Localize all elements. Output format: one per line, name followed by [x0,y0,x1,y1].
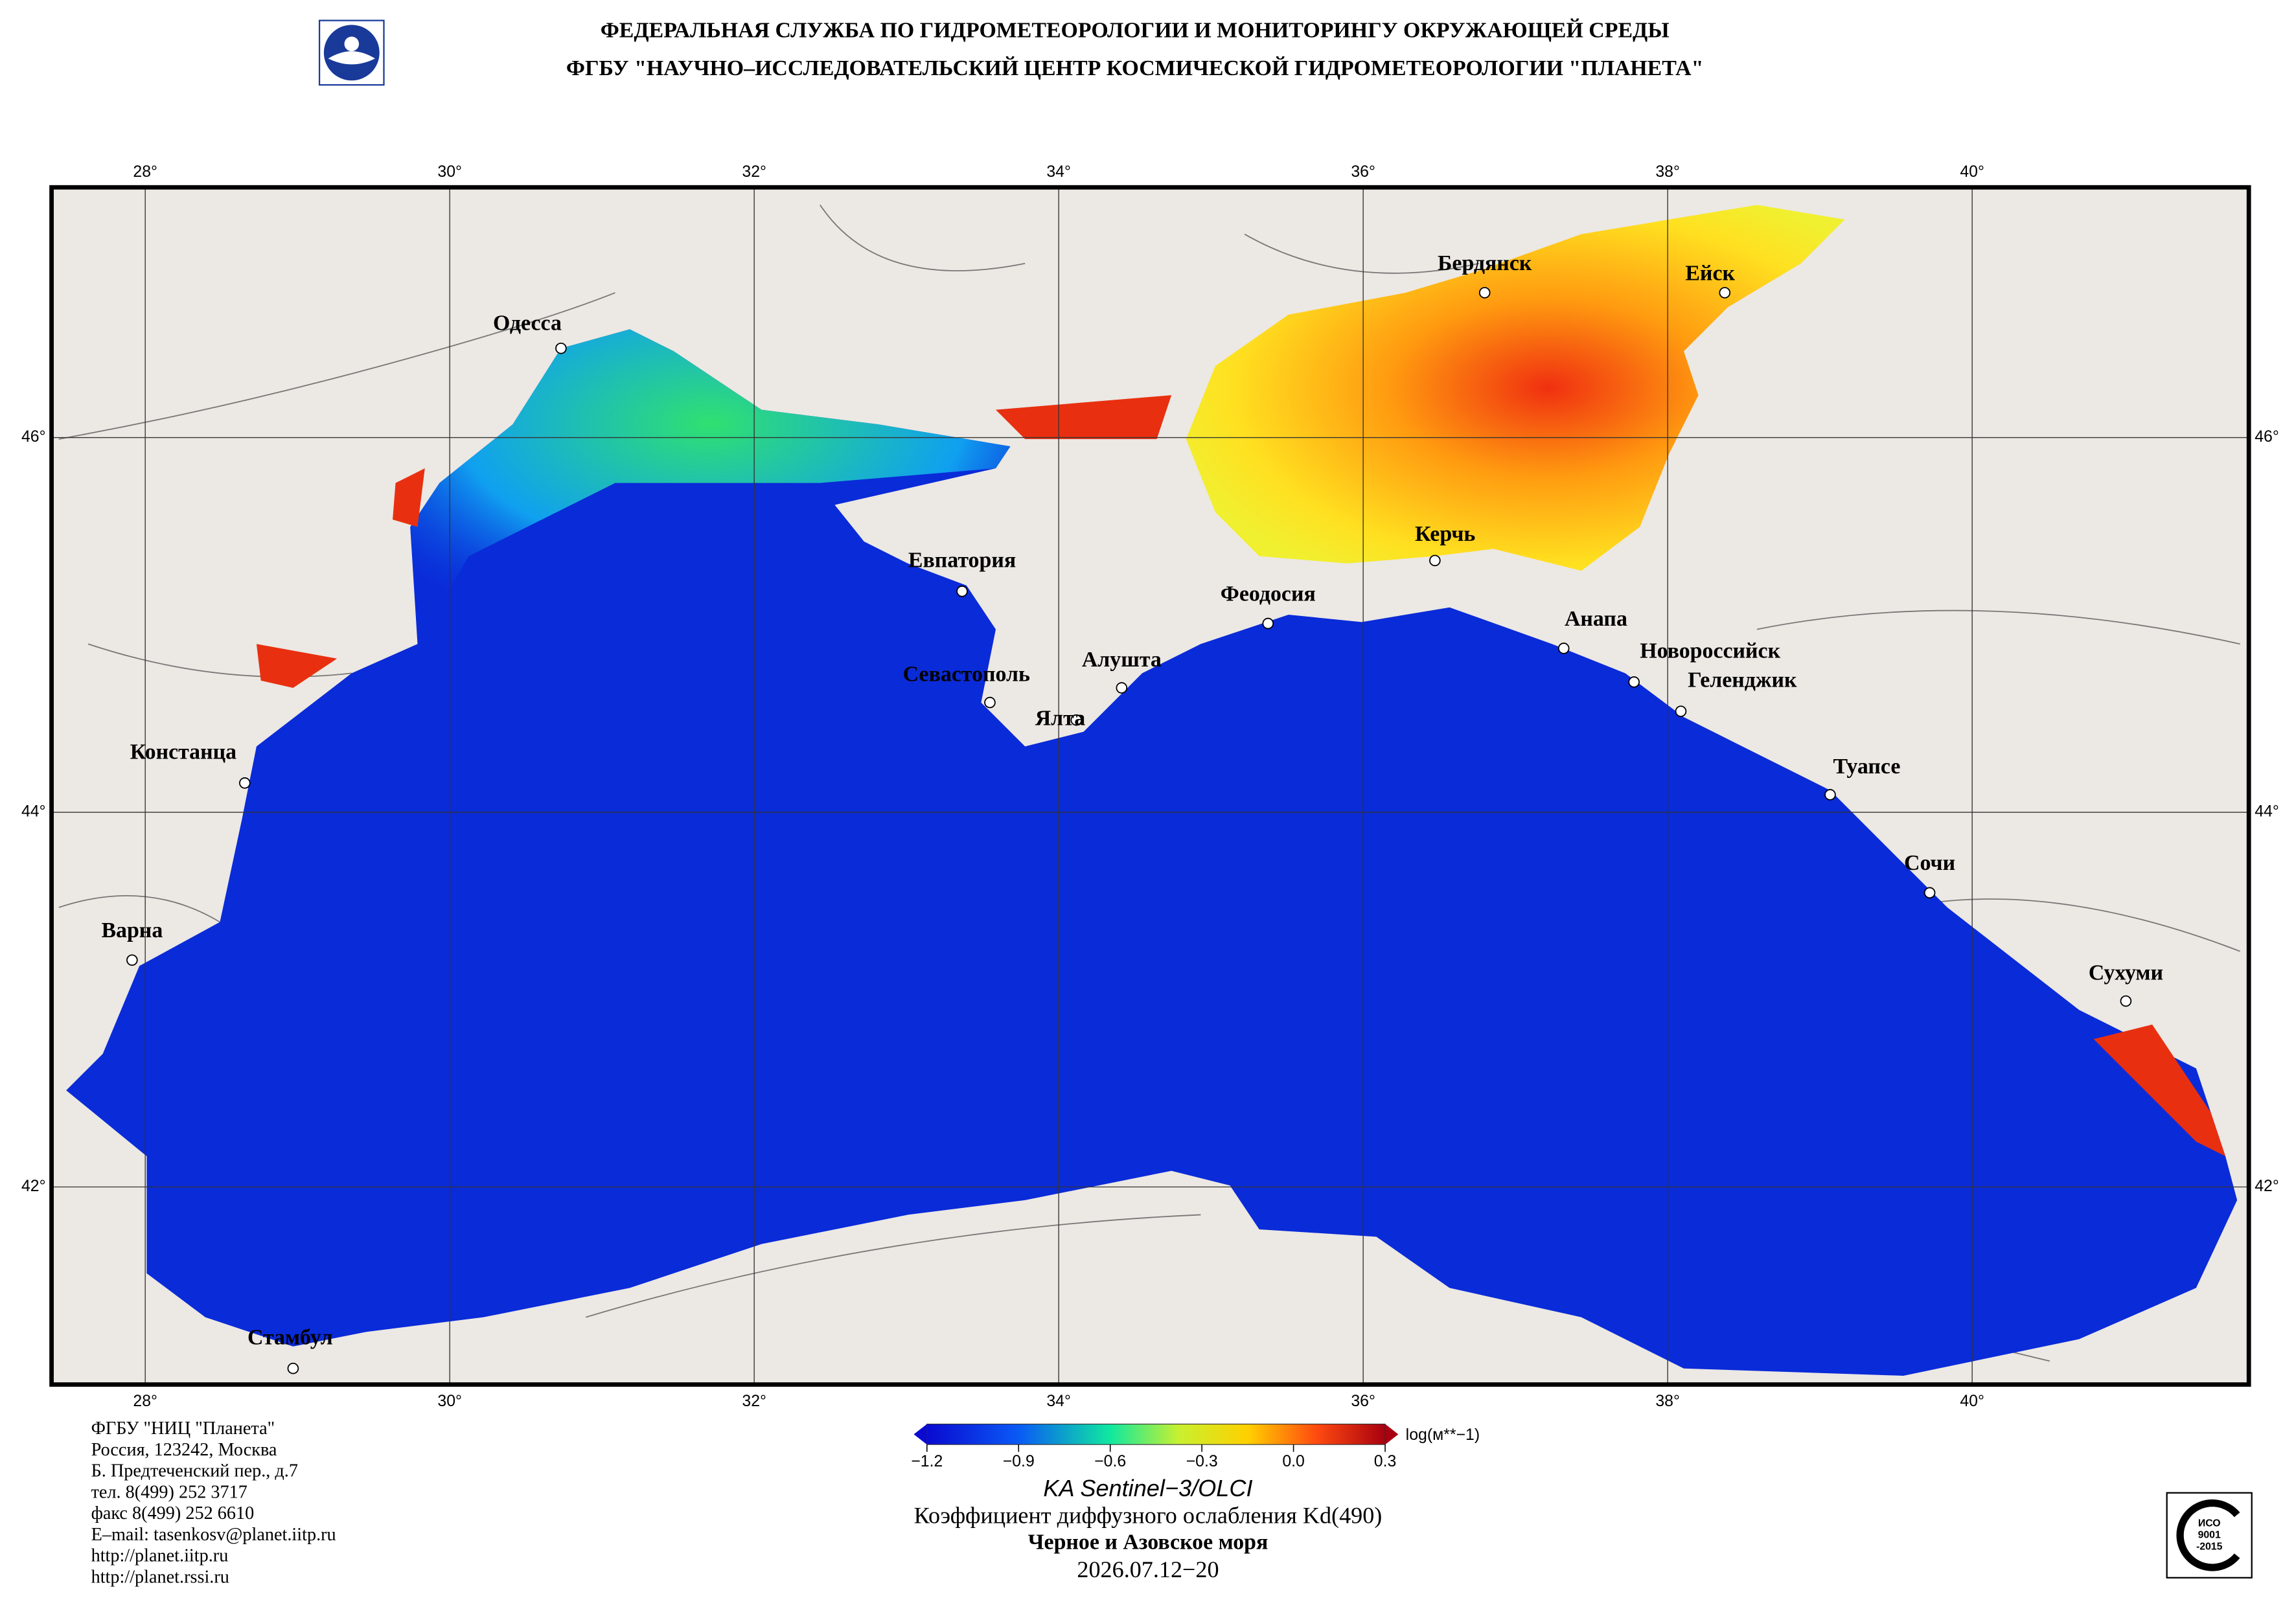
city-dot [1478,287,1491,299]
city-label: Севастополь [903,663,1030,687]
city-dot [1628,676,1640,688]
map-frame [49,185,2251,1387]
address: ФГБУ "НИЦ "Планета"Россия, 123242, Москв… [91,1419,336,1587]
map-area: Одесса Бердянск Ейск Евпатория Керчь Феодосия… [51,187,2249,1385]
city-label: Феодосия [1221,582,1316,606]
address-line: http://planet.rssi.ru [91,1567,229,1587]
lon-label: 30° [437,1393,462,1410]
iso-badge: ИСО 9001 -2015 [2166,1492,2253,1579]
lat-label: 42° [2255,1178,2279,1195]
black-sea [66,329,2238,1376]
header-line: ФГБУ "НАУЧНО–ИССЛЕДОВАТЕЛЬСКИЙ ЦЕНТР КОС… [566,56,1704,80]
lon-label: 38° [1655,1393,1680,1410]
lon-label: 36° [1351,1393,1375,1410]
city-label: Евпатория [908,548,1016,572]
iso-text: -2015 [2196,1542,2223,1553]
address-line: Россия, 123242, Москва [91,1440,277,1460]
city-dot [1824,789,1836,801]
colorbar-tick-label: −1.2 [911,1453,943,1470]
shelf-water [410,329,1011,644]
city-label: Сухуми [2089,961,2163,985]
city-label: Стамбул [247,1325,333,1349]
colorbar-tick-label: −0.3 [1186,1453,1218,1470]
colorbar: log(м**−1) −1.2 −0.9 −0.6 −0.3 0.0 0.3 [911,1423,1480,1470]
city-dot [239,777,251,789]
lon-label: 32° [742,1393,766,1410]
city-label: Ялта [1035,706,1086,730]
iso-text: 9001 [2198,1529,2221,1540]
logo [318,19,385,86]
region: Черное и Азовское моря [1028,1531,1269,1555]
lon-label: 40° [1960,1393,1984,1410]
colorbar-tick-label: 0.3 [1374,1453,1397,1470]
city-dot [287,1362,299,1374]
lon-label: 38° [1655,163,1680,181]
address-line: тел. 8(499) 252 3717 [91,1482,247,1502]
city-dot [1719,287,1731,299]
address-line: факс 8(499) 252 6610 [91,1503,255,1523]
coordinate-labels: 28° 28° 30° 30° 32° 32° 34° 34° 36° 36° 38° 38° 40° 4… [21,163,2279,1410]
city-dot [984,696,996,709]
lat-label: 44° [2255,803,2279,821]
colorbar-unit: log(м**−1) [1406,1426,1480,1444]
city-dot [1557,643,1570,654]
city-label: Геленджик [1688,668,1797,692]
lon-label: 28° [133,1393,157,1410]
city-label: Сочи [1904,851,1955,875]
city-label: Анапа [1565,607,1627,631]
city-dot [126,954,138,966]
city-dot [555,342,567,354]
city-dot [1070,714,1083,726]
address-line: Б. Предтеченский пер., д.7 [91,1461,298,1481]
city-dot [1116,682,1128,694]
lon-label: 40° [1960,163,1984,181]
city-label: Алушта [1082,648,1162,672]
city-label: Новороссийск [1640,639,1780,663]
colorbar-tick-label: −0.9 [1003,1453,1035,1470]
city-label: Констанца [130,740,236,764]
cities: Одесса Бердянск Ейск Евпатория Керчь Феодосия… [101,251,2163,1374]
address-line: ФГБУ "НИЦ "Планета" [91,1419,275,1439]
satellite: KA Sentinel−3/OLCI [1043,1475,1252,1501]
lat-label: 42° [21,1178,46,1195]
lon-label: 32° [742,163,766,181]
period: 2026.07.12−20 [1077,1556,1219,1582]
lat-label: 46° [21,428,46,446]
iso-text: ИСО [2198,1518,2221,1529]
city-label: Бердянск [1438,251,1532,275]
city-dot [1429,554,1441,567]
city-dot [1262,617,1274,630]
graticule [51,187,2249,1385]
city-label: Одесса [493,311,562,335]
colorbar-tick-label: 0.0 [1282,1453,1305,1470]
lon-label: 34° [1046,163,1071,181]
address-line: E–mail: tasenkosv@planet.iitp.ru [91,1525,336,1545]
lon-label: 28° [133,163,157,181]
colorbar-tick-label: −0.6 [1094,1453,1126,1470]
lat-label: 44° [21,803,46,821]
lon-label: 34° [1046,1393,1071,1410]
lat-label: 46° [2255,428,2279,446]
city-label: Туапсе [1833,755,1901,779]
lon-label: 36° [1351,163,1375,181]
lon-label: 30° [437,163,462,181]
city-label: Керчь [1415,522,1475,546]
city-label: Варна [101,918,163,942]
city-dot [1675,705,1687,717]
azov-sea [1186,205,1845,571]
product: Коэффициент диффузного ослабления Kd(490… [914,1502,1383,1528]
city-dot [956,586,968,597]
city-label: Ейск [1685,262,1735,286]
city-dot [1923,887,1936,899]
city-dot [2120,995,2132,1007]
address-line: http://planet.iitp.ru [91,1546,229,1566]
header-line: ФЕДЕРАЛЬНАЯ СЛУЖБА ПО ГИДРОМЕТЕОРОЛОГИИ … [601,18,1670,42]
